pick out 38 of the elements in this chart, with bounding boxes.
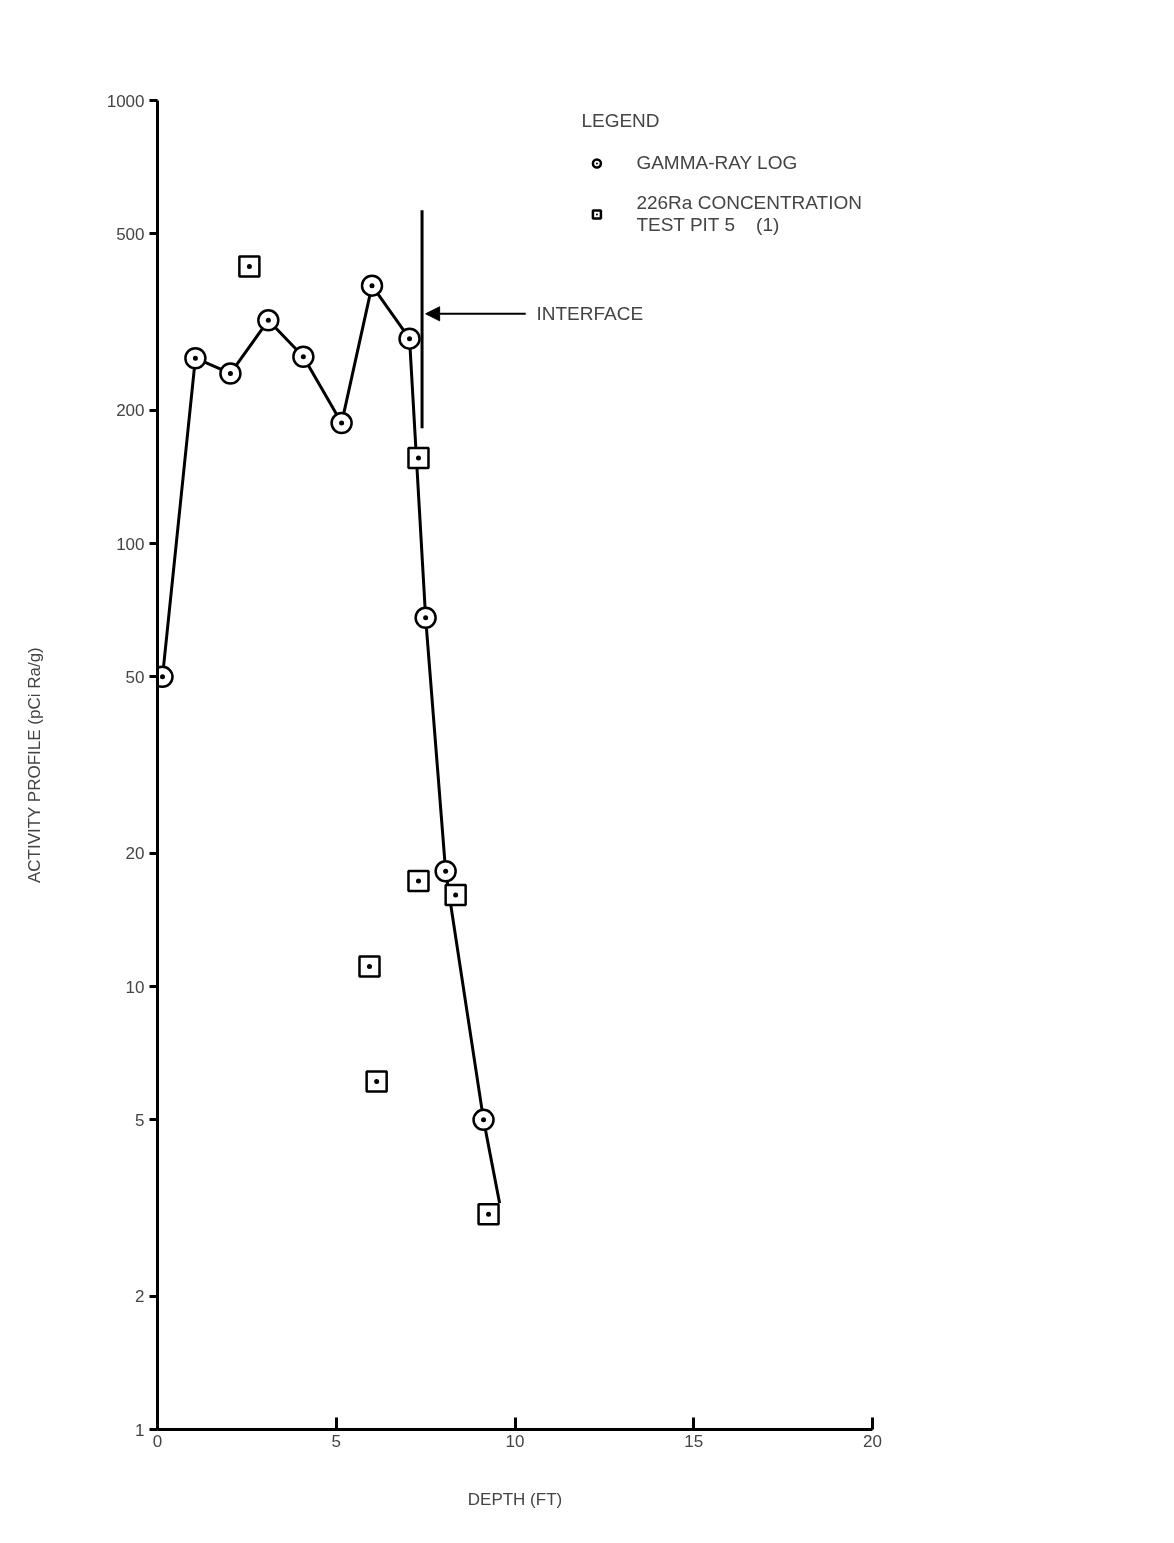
legend-title: LEGEND [581,110,661,132]
y-tick-label: 100 [116,534,145,554]
y-tick-label: 10 [125,977,145,997]
x-tick-label: 0 [152,1431,163,1451]
point [414,606,437,629]
y-tick-label: 5 [135,1110,145,1130]
x-tick-label: 15 [684,1431,704,1451]
point [472,1108,495,1132]
x-tick-label: 5 [331,1431,341,1451]
legend-label: 226Ra CONCENTRATION TEST PIT 5 (1) [636,192,862,236]
annotation: INTERFACE [536,303,644,325]
y-axis-title: ACTIVITY PROFILE (pCi Ra/g) [24,647,44,884]
point [477,1203,500,1226]
y-tick-label: 200 [116,401,145,421]
x-tick-label: 20 [863,1431,882,1451]
point [330,411,353,435]
y-tick-label: 50 [125,667,145,687]
point [358,955,381,978]
point [292,345,315,368]
y-tick-label: 1 [135,1420,145,1440]
point [407,869,430,893]
y-tick-label: 500 [116,224,145,244]
legend-label: GAMMA-RAY LOG [636,152,798,174]
point [257,309,280,332]
y-tick-label: 20 [125,844,145,864]
point [238,255,261,278]
point [219,362,242,385]
y-tick-label: 2 [135,1287,145,1307]
point [398,327,421,350]
y-tick-label: 1000 [106,91,145,111]
point [365,1070,388,1093]
point [444,883,467,907]
point [184,346,207,370]
point [360,274,384,297]
point [434,860,457,883]
x-tick-label: 10 [505,1431,525,1451]
x-axis-title: DEPTH (FT) [467,1489,563,1509]
point [407,446,430,470]
